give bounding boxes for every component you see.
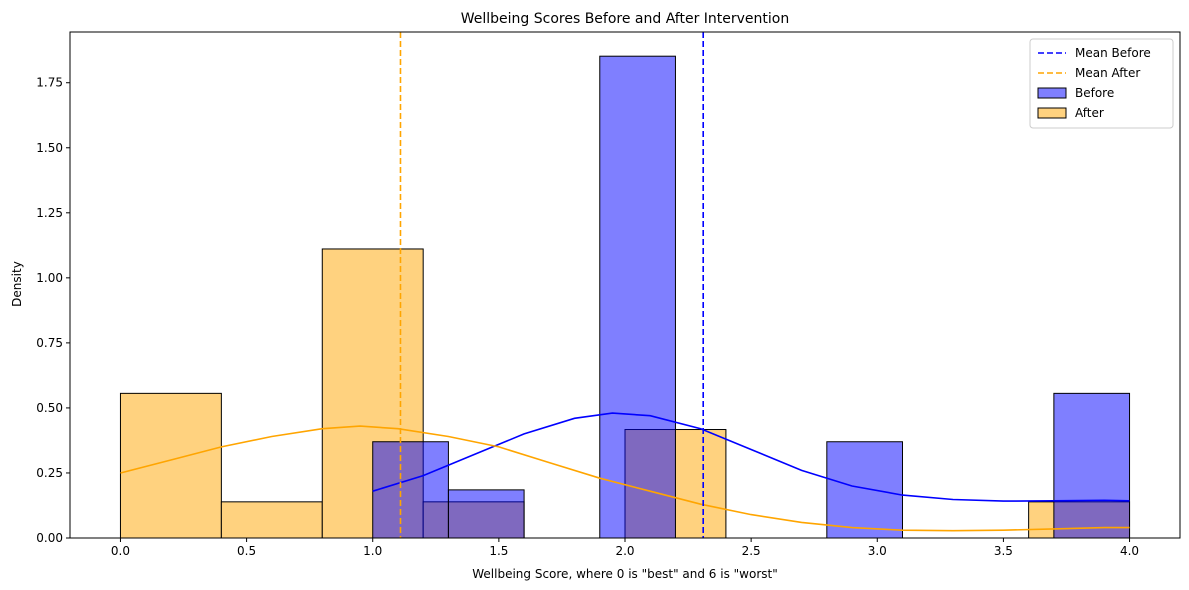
y-tick-label: 1.25 bbox=[36, 206, 63, 220]
x-axis: 0.0 0.5 1.0 1.5 2.0 2.5 3.0 3.5 4.0 bbox=[111, 538, 1139, 558]
mean-lines bbox=[399, 32, 705, 538]
before-kde-line bbox=[372, 412, 1130, 502]
x-tick-label: 1.0 bbox=[363, 544, 382, 558]
y-axis-label: Density bbox=[10, 261, 24, 307]
x-tick-label: 2.0 bbox=[615, 544, 634, 558]
chart-title: Wellbeing Scores Before and After Interv… bbox=[461, 11, 790, 27]
legend-label: Before bbox=[1075, 86, 1114, 100]
legend-swatch bbox=[1037, 87, 1067, 99]
y-tick-label: 0.25 bbox=[36, 466, 63, 480]
before-bar-9 bbox=[1053, 392, 1131, 539]
y-tick-label: 1.50 bbox=[36, 141, 63, 155]
before-histogram-bars bbox=[372, 55, 1131, 539]
after-bar-1 bbox=[220, 501, 323, 539]
y-tick-label: 0.00 bbox=[36, 531, 63, 545]
legend-label: After bbox=[1075, 106, 1104, 120]
before-bar-3 bbox=[599, 55, 676, 539]
x-tick-label: 0.0 bbox=[111, 544, 130, 558]
x-tick-label: 1.5 bbox=[489, 544, 508, 558]
after-kde-line bbox=[120, 425, 1130, 532]
legend-box bbox=[1029, 38, 1174, 129]
before-bar-6 bbox=[826, 441, 903, 539]
y-tick-label: 0.50 bbox=[36, 401, 63, 415]
before-bar-0 bbox=[372, 441, 449, 539]
x-axis-label: Wellbeing Score, where 0 is "best" and 6… bbox=[472, 567, 777, 581]
x-tick-label: 4.0 bbox=[1120, 544, 1139, 558]
after-bar-0 bbox=[119, 392, 222, 539]
y-tick-label: 1.00 bbox=[36, 271, 63, 285]
legend-swatch bbox=[1037, 107, 1067, 119]
x-tick-label: 3.5 bbox=[994, 544, 1013, 558]
x-tick-label: 2.5 bbox=[742, 544, 761, 558]
before-bar-1 bbox=[447, 489, 525, 539]
legend: Mean Before Mean After Before After bbox=[1029, 38, 1174, 129]
x-tick-label: 0.5 bbox=[237, 544, 256, 558]
kde-curves bbox=[120, 412, 1130, 532]
legend-label: Mean Before bbox=[1075, 46, 1151, 60]
y-axis: 0.00 0.25 0.50 0.75 1.00 1.25 1.50 1.75 bbox=[36, 76, 70, 545]
y-tick-label: 0.75 bbox=[36, 336, 63, 350]
legend-label: Mean After bbox=[1075, 66, 1140, 80]
y-tick-label: 1.75 bbox=[36, 76, 63, 90]
x-tick-label: 3.0 bbox=[868, 544, 887, 558]
